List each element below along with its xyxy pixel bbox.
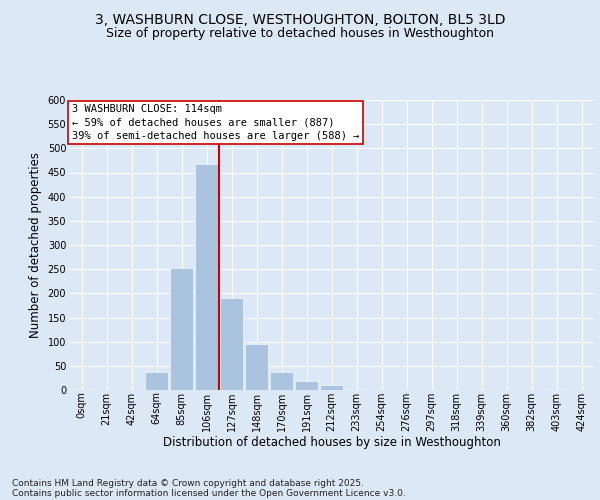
Text: 3 WASHBURN CLOSE: 114sqm
← 59% of detached houses are smaller (887)
39% of semi-: 3 WASHBURN CLOSE: 114sqm ← 59% of detach… xyxy=(71,104,359,141)
Bar xyxy=(245,344,268,390)
Bar xyxy=(269,372,293,390)
Bar xyxy=(320,385,343,390)
Bar xyxy=(295,382,319,390)
Text: Contains public sector information licensed under the Open Government Licence v3: Contains public sector information licen… xyxy=(12,488,406,498)
Text: 3, WASHBURN CLOSE, WESTHOUGHTON, BOLTON, BL5 3LD: 3, WASHBURN CLOSE, WESTHOUGHTON, BOLTON,… xyxy=(95,12,505,26)
Bar xyxy=(545,389,568,390)
Y-axis label: Number of detached properties: Number of detached properties xyxy=(29,152,42,338)
Bar xyxy=(220,298,244,390)
Bar xyxy=(170,268,193,390)
Bar xyxy=(194,164,218,390)
Bar xyxy=(145,372,169,390)
X-axis label: Distribution of detached houses by size in Westhoughton: Distribution of detached houses by size … xyxy=(163,436,500,450)
Bar xyxy=(344,388,368,390)
Text: Size of property relative to detached houses in Westhoughton: Size of property relative to detached ho… xyxy=(106,28,494,40)
Text: Contains HM Land Registry data © Crown copyright and database right 2025.: Contains HM Land Registry data © Crown c… xyxy=(12,478,364,488)
Bar xyxy=(70,389,94,390)
